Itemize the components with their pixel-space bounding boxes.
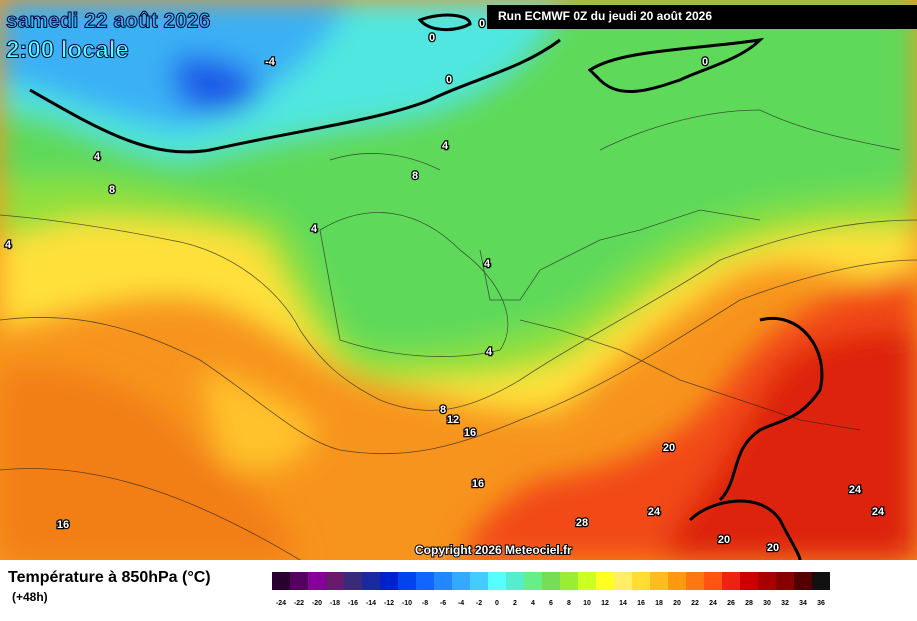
scale-label: -18 xyxy=(330,600,340,607)
color-swatch xyxy=(506,572,524,590)
scale-label: 12 xyxy=(601,600,609,607)
contour-label: 20 xyxy=(663,442,675,454)
scale-label: 26 xyxy=(727,600,735,607)
contour-label: 0 xyxy=(479,18,485,30)
color-swatch xyxy=(560,572,578,590)
map-subtitle: 2:00 locale xyxy=(6,36,129,63)
color-swatch xyxy=(290,572,308,590)
run-label: Run ECMWF 0Z du jeudi 20 août 2026 xyxy=(498,9,712,23)
color-swatch xyxy=(812,572,830,590)
scale-label: 34 xyxy=(799,600,807,607)
scale-label: -6 xyxy=(440,600,446,607)
scale-label: 36 xyxy=(817,600,825,607)
color-swatch xyxy=(794,572,812,590)
color-swatch xyxy=(488,572,506,590)
contour-label: 12 xyxy=(447,414,459,426)
scale-label: 24 xyxy=(709,600,717,607)
contour-label: 20 xyxy=(718,534,730,546)
copyright: Copyright 2026 Meteociel.fr xyxy=(415,543,572,557)
scale-label: 6 xyxy=(549,600,553,607)
contour-label: 8 xyxy=(412,170,418,182)
contour-label: 4 xyxy=(484,258,491,270)
color-swatch xyxy=(614,572,632,590)
scale-label: 18 xyxy=(655,600,663,607)
scale-label: -8 xyxy=(422,600,428,607)
color-swatch xyxy=(434,572,452,590)
contour-label: 0 xyxy=(446,74,452,86)
scale-label: -2 xyxy=(476,600,482,607)
contour-label: 0 xyxy=(429,32,435,44)
scale-label: 16 xyxy=(637,600,645,607)
contour-label: -4 xyxy=(265,56,276,68)
scale-label: -12 xyxy=(384,600,394,607)
contour-label: 28 xyxy=(576,517,588,529)
color-swatch xyxy=(542,572,560,590)
color-swatch xyxy=(722,572,740,590)
scale-label: 28 xyxy=(745,600,753,607)
map xyxy=(0,0,917,560)
color-swatch xyxy=(668,572,686,590)
contour-label: 8 xyxy=(440,404,446,416)
contour-label: 20 xyxy=(767,542,779,554)
map-title: samedi 22 août 2026 xyxy=(6,10,210,33)
contour-label: 4 xyxy=(94,151,101,163)
color-swatch xyxy=(596,572,614,590)
color-swatch xyxy=(758,572,776,590)
contour-label: 16 xyxy=(464,427,476,439)
scale-label: -14 xyxy=(366,600,376,607)
legend-title: Température à 850hPa (°C) xyxy=(8,569,211,586)
color-swatch xyxy=(362,572,380,590)
contour-label: 16 xyxy=(57,519,69,531)
legend-lead: (+48h) xyxy=(12,590,48,604)
scale-label: -4 xyxy=(458,600,464,607)
contour-label: 4 xyxy=(5,239,12,251)
contour-label: 4 xyxy=(311,223,318,235)
color-swatch xyxy=(776,572,794,590)
scale-label: 10 xyxy=(583,600,591,607)
contour-label: 0 xyxy=(702,56,708,68)
contour-label: 4 xyxy=(442,140,449,152)
scale-label: 20 xyxy=(673,600,681,607)
color-swatch xyxy=(308,572,326,590)
color-swatch xyxy=(380,572,398,590)
color-swatch xyxy=(632,572,650,590)
contour-label: 24 xyxy=(648,506,661,518)
color-swatch xyxy=(650,572,668,590)
color-swatch xyxy=(452,572,470,590)
scale-label: -16 xyxy=(348,600,358,607)
scale-label: -22 xyxy=(294,600,304,607)
color-swatch xyxy=(326,572,344,590)
scale-label: 14 xyxy=(619,600,627,607)
scale-label: 30 xyxy=(763,600,771,607)
color-swatch xyxy=(740,572,758,590)
color-swatch xyxy=(416,572,434,590)
color-swatch xyxy=(524,572,542,590)
scale-label: -10 xyxy=(402,600,412,607)
scale-label: 4 xyxy=(531,600,535,607)
scale-label: -24 xyxy=(276,600,286,607)
color-swatch xyxy=(344,572,362,590)
color-swatch xyxy=(686,572,704,590)
color-swatch xyxy=(704,572,722,590)
contour-label: 16 xyxy=(472,478,484,490)
scale-label: 2 xyxy=(513,600,517,607)
contour-label: 4 xyxy=(486,346,493,358)
scale-label: 0 xyxy=(495,600,499,607)
scale-label: 8 xyxy=(567,600,571,607)
color-swatch xyxy=(398,572,416,590)
run-banner xyxy=(487,5,917,29)
contour-label: 24 xyxy=(849,484,862,496)
color-swatch xyxy=(578,572,596,590)
contour-label: 8 xyxy=(109,184,115,196)
scale-label: -20 xyxy=(312,600,322,607)
color-swatch xyxy=(470,572,488,590)
scale-label: 32 xyxy=(781,600,789,607)
color-swatch xyxy=(272,572,290,590)
scale-label: 22 xyxy=(691,600,699,607)
contour-label: 24 xyxy=(872,506,885,518)
